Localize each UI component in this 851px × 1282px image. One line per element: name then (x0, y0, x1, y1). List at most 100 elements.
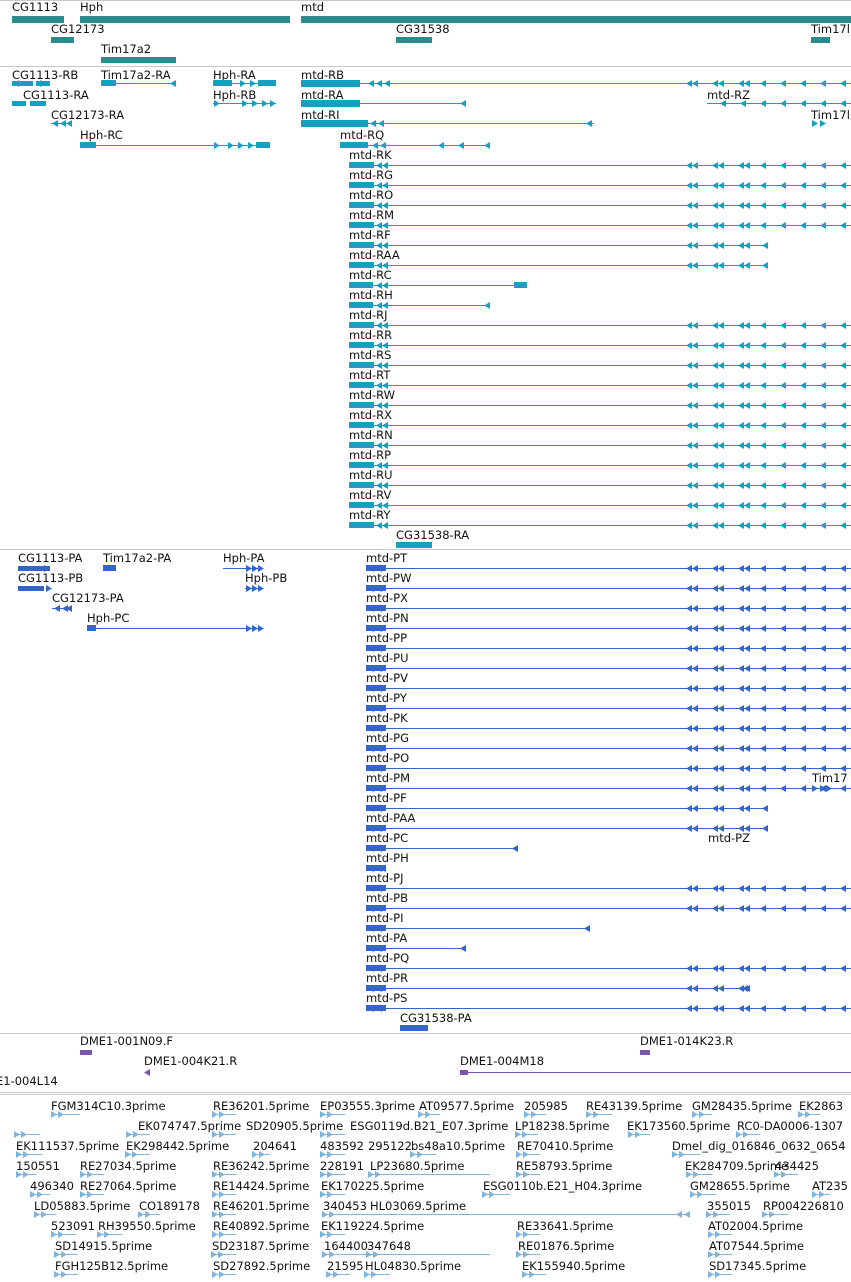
transcript-label[interactable]: mtd-RP (349, 448, 392, 462)
transcript-label[interactable]: mtd-RO (349, 188, 394, 202)
est-label[interactable]: EK111537.5prime (16, 1139, 120, 1153)
transcript-label[interactable]: mtd-RR (349, 328, 393, 342)
transcript-label[interactable]: CG31538-RA (396, 528, 470, 542)
est-label[interactable]: RE46201.5prime (213, 1199, 310, 1213)
gene-label[interactable]: Tim17a2 (101, 42, 152, 56)
transcript-label[interactable]: mtd-RJ (349, 308, 388, 322)
protein-label[interactable]: mtd-PB (366, 891, 408, 905)
est-label[interactable]: RP004226810 (763, 1199, 844, 1213)
transcript-label[interactable]: mtd-RC (349, 268, 392, 282)
transcript-label[interactable]: mtd-RX (349, 408, 393, 422)
protein-label[interactable]: Hph-PC (87, 611, 130, 625)
est-label[interactable]: SD17345.5prime (709, 1259, 807, 1273)
est-label[interactable]: ESG0110b.E21_H04.3prime (483, 1179, 643, 1193)
est-label[interactable]: 164400 (324, 1239, 368, 1253)
est-label[interactable]: EK170225.5prime (321, 1179, 425, 1193)
est-label[interactable]: Dmel_dig_016846_0632_0654 (672, 1139, 846, 1153)
protein-label[interactable]: Hph-PB (245, 571, 288, 585)
transcript-label[interactable]: mtd-RZ (707, 88, 751, 102)
est-label[interactable]: EK173560.5prime (627, 1119, 731, 1133)
protein-label[interactable]: mtd-PK (366, 711, 408, 725)
est-label[interactable]: 21595 (327, 1259, 364, 1273)
est-label[interactable]: EK155940.5prime (522, 1259, 626, 1273)
est-label[interactable]: 347648 (367, 1239, 411, 1253)
transcript-label[interactable]: Tim17a2-RA (101, 68, 171, 82)
protein-label[interactable]: CG1113-PA (18, 551, 83, 565)
protein-label[interactable]: mtd-PP (366, 631, 408, 645)
protein-label[interactable]: mtd-PU (366, 651, 409, 665)
protein-label[interactable]: mtd-PX (366, 591, 408, 605)
transcript-label[interactable]: mtd-RN (349, 428, 393, 442)
est-label[interactable]: RE36242.5prime (213, 1159, 310, 1173)
protein-label[interactable]: mtd-PN (366, 611, 409, 625)
est-label[interactable]: CO189178 (139, 1199, 200, 1213)
transcript-label[interactable]: mtd-RW (349, 388, 396, 402)
est-label[interactable]: 355015 (707, 1199, 751, 1213)
est-label[interactable]: AT235 (812, 1179, 848, 1193)
est-label[interactable]: FGM314C10.3prime (51, 1099, 166, 1113)
transcript-label[interactable]: mtd-RM (349, 208, 395, 222)
protein-label[interactable]: Tim17 (812, 771, 848, 785)
clone-label[interactable]: DME1-014K23.R (640, 1034, 734, 1048)
est-label[interactable]: HL03069.5prime (370, 1199, 467, 1213)
protein-label[interactable]: CG1113-PB (18, 571, 84, 585)
est-label[interactable]: RE33641.5prime (517, 1219, 614, 1233)
protein-label[interactable]: mtd-PT (366, 551, 408, 565)
clone-label[interactable]: DME1-004K21.R (144, 1054, 238, 1068)
protein-label[interactable]: Hph-PA (223, 551, 265, 565)
protein-label[interactable]: mtd-PH (366, 851, 409, 865)
transcript-label[interactable]: mtd-RQ (340, 128, 385, 142)
est-label[interactable]: LP23680.5prime (370, 1159, 465, 1173)
est-label[interactable]: RE27064.5prime (80, 1179, 177, 1193)
gene-label[interactable]: mtd (301, 0, 325, 14)
protein-label[interactable]: mtd-PAA (366, 811, 416, 825)
protein-label[interactable]: mtd-PR (366, 971, 409, 985)
est-label[interactable]: 204641 (253, 1139, 297, 1153)
protein-label[interactable]: mtd-PV (366, 671, 408, 685)
protein-label[interactable]: mtd-PF (366, 791, 407, 805)
protein-label[interactable]: mtd-PM (366, 771, 411, 785)
est-label[interactable]: RE01876.5prime (518, 1239, 615, 1253)
transcript-label[interactable]: CG12173-RA (51, 108, 125, 122)
est-label[interactable]: ESG0119d.B21_E07.3prime (350, 1119, 509, 1133)
est-label[interactable]: AT07544.5prime (709, 1239, 805, 1253)
est-label[interactable]: RE58793.5prime (516, 1159, 613, 1173)
transcript-label[interactable]: Tim17l (811, 108, 850, 122)
transcript-label[interactable]: CG1113-RB (12, 68, 79, 82)
est-label[interactable]: 295122 (368, 1139, 412, 1153)
gene-label[interactable]: Tim17l (811, 22, 850, 36)
transcript-label[interactable]: mtd-RU (349, 468, 393, 482)
transcript-label[interactable]: Hph-RB (213, 88, 257, 102)
est-label[interactable]: EK074747.5prime (138, 1119, 242, 1133)
est-label[interactable]: 483592 (320, 1139, 364, 1153)
protein-label[interactable]: CG12173-PA (52, 591, 124, 605)
transcript-label[interactable]: mtd-RY (349, 508, 391, 522)
transcript-label[interactable]: mtd-RI (301, 108, 340, 122)
clone-label[interactable]: DME1-004M18 (460, 1054, 545, 1068)
est-label[interactable]: GM28435.5prime (692, 1099, 792, 1113)
protein-label[interactable]: mtd-PC (366, 831, 409, 845)
transcript-label[interactable]: mtd-RK (349, 148, 392, 162)
est-label[interactable]: 523091 (51, 1219, 95, 1233)
protein-label[interactable]: mtd-PQ (366, 951, 410, 965)
transcript-label[interactable]: mtd-RG (349, 168, 394, 182)
clone-label[interactable]: E1-004L14 (0, 1074, 58, 1088)
est-label[interactable]: AT09577.5prime (419, 1099, 515, 1113)
est-label[interactable]: 340453 (323, 1199, 367, 1213)
est-label[interactable]: SD14915.5prime (55, 1239, 153, 1253)
transcript-label[interactable]: mtd-RF (349, 228, 391, 242)
est-label[interactable]: SD27892.5prime (213, 1259, 311, 1273)
protein-label[interactable]: mtd-PZ (708, 831, 750, 845)
est-label[interactable]: 205985 (524, 1099, 568, 1113)
est-label[interactable]: LP18238.5prime (515, 1119, 610, 1133)
gene-label[interactable]: Hph (80, 0, 104, 14)
transcript-label[interactable]: mtd-RH (349, 288, 393, 302)
est-label[interactable]: AT02004.5prime (708, 1219, 804, 1233)
est-label[interactable]: 434425 (775, 1159, 819, 1173)
est-label[interactable]: 496340 (30, 1179, 74, 1193)
transcript-label[interactable]: CG1113-RA (23, 88, 89, 102)
transcript-label[interactable]: mtd-RV (349, 488, 392, 502)
transcript-label[interactable]: mtd-RAA (349, 248, 400, 262)
gene-label[interactable]: CG12173 (51, 22, 105, 36)
est-label[interactable]: 228191 (320, 1159, 364, 1173)
